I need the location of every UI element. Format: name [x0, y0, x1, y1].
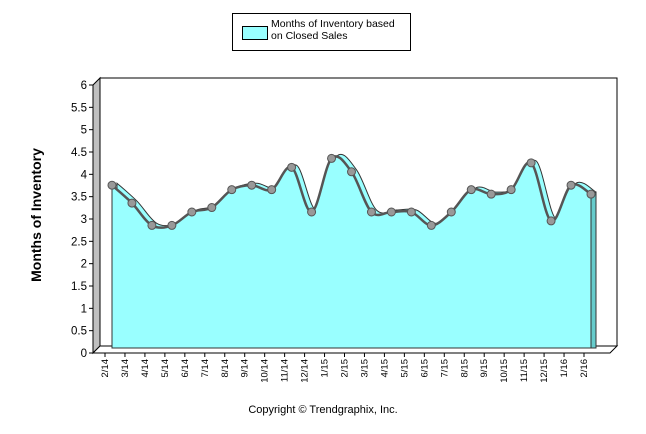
x-tick-label-3/15: 3/15 [359, 359, 370, 378]
legend-swatch [242, 26, 268, 40]
data-point-12/14 [307, 207, 317, 217]
data-point-2/16 [586, 189, 596, 199]
x-tick-label-12/15: 12/15 [539, 359, 550, 383]
area-series [111, 153, 597, 349]
data-point-5/15 [406, 207, 416, 217]
y-tick-label: 3.5 [71, 192, 87, 204]
x-tick-label-2/14: 2/14 [100, 359, 111, 378]
y-tick-label: 4.5 [71, 147, 87, 159]
y-axis-ticks: 0 0.5 1 1.5 2 2.5 3 3.5 4 4.5 5 5.5 6 [71, 80, 93, 360]
legend-label: Months of Inventory based on Closed Sale… [271, 18, 395, 42]
x-tick-label-4/14: 4/14 [140, 359, 151, 378]
x-tick-label-7/15: 7/15 [439, 359, 450, 378]
data-point-12/15 [546, 216, 556, 226]
x-tick-label-11/15: 11/15 [519, 359, 530, 382]
data-point-9/15 [486, 189, 496, 199]
area-end-face [590, 191, 597, 349]
data-point-3/15 [366, 207, 376, 217]
x-tick-label-4/15: 4/15 [379, 359, 390, 378]
y-tick-label: 3 [81, 214, 87, 226]
data-point-9/14 [247, 180, 257, 190]
data-point-4/15 [386, 207, 396, 217]
area-fill [111, 155, 592, 349]
y-tick-label: 5 [81, 125, 87, 137]
x-tick-label-5/15: 5/15 [399, 359, 410, 378]
y-tick-label: 0.5 [71, 326, 87, 338]
x-tick-label-9/15: 9/15 [479, 359, 490, 378]
data-point-8/15 [466, 185, 476, 195]
data-point-7/15 [446, 207, 456, 217]
left-wall [92, 76, 101, 355]
data-point-11/15 [526, 158, 536, 168]
data-point-10/14 [267, 185, 277, 195]
x-axis-ticks: 2/14 3/14 4/14 5/14 6/14 7/14 8/14 9/14 10/14 11/… [100, 353, 590, 383]
legend: Months of Inventory based on Closed Sale… [232, 13, 411, 51]
x-tick-label-6/14: 6/14 [180, 359, 191, 378]
x-tick-label-7/14: 7/14 [200, 359, 211, 378]
x-tick-label-1/15: 1/15 [320, 359, 331, 378]
x-tick-label-2/15: 2/15 [340, 359, 351, 378]
x-tick-label-6/15: 6/15 [419, 359, 430, 378]
data-point-11/14 [287, 162, 297, 172]
x-tick-label-1/16: 1/16 [559, 359, 570, 378]
data-point-7/14 [207, 203, 217, 213]
x-tick-label-10/14: 10/14 [260, 359, 271, 383]
y-tick-label: 2.5 [71, 236, 87, 248]
back-plane [99, 77, 618, 346]
x-tick-label-12/14: 12/14 [300, 359, 311, 383]
x-tick-label-2/16: 2/16 [579, 359, 590, 378]
y-axis-title: Months of Inventory [28, 148, 44, 282]
x-tick-label-8/15: 8/15 [459, 359, 470, 378]
data-point-1/15 [327, 153, 337, 163]
data-point-8/14 [227, 185, 237, 195]
data-point-2/15 [347, 167, 356, 177]
data-point-1/16 [566, 180, 576, 190]
data-markers [107, 153, 596, 230]
y-tick-label: 4 [81, 169, 88, 181]
x-tick-label-9/14: 9/14 [240, 359, 251, 378]
y-tick-label: 6 [81, 80, 87, 92]
x-tick-label-5/14: 5/14 [160, 359, 171, 378]
x-tick-label-11/14: 11/14 [280, 359, 291, 382]
data-point-6/15 [426, 220, 436, 230]
y-tick-label: 0 [81, 348, 87, 360]
x-tick-label-8/14: 8/14 [220, 359, 231, 378]
data-point-3/14 [127, 198, 137, 208]
x-tick-label-10/15: 10/15 [499, 359, 510, 383]
data-point-5/14 [167, 220, 177, 230]
data-point-10/15 [506, 185, 516, 195]
data-point-2/14 [107, 180, 117, 190]
y-tick-label: 1 [81, 303, 87, 315]
data-point-6/14 [187, 207, 197, 217]
x-tick-label-3/14: 3/14 [120, 359, 131, 378]
copyright-footer: Copyright © Trendgraphix, Inc. [248, 404, 398, 416]
y-tick-label: 5.5 [71, 102, 87, 114]
data-point-4/14 [147, 220, 157, 230]
y-tick-label: 2 [81, 259, 87, 271]
y-tick-label: 1.5 [71, 281, 87, 293]
